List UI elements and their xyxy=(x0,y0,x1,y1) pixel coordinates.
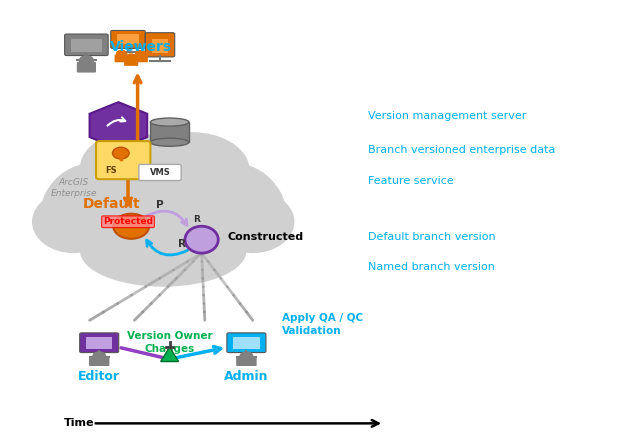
FancyBboxPatch shape xyxy=(71,39,102,52)
FancyBboxPatch shape xyxy=(234,337,260,349)
FancyArrowPatch shape xyxy=(175,347,221,358)
Ellipse shape xyxy=(185,226,218,253)
Ellipse shape xyxy=(166,161,282,246)
Text: Version management server: Version management server xyxy=(368,112,526,121)
Ellipse shape xyxy=(134,132,250,208)
FancyArrowPatch shape xyxy=(147,240,188,255)
Ellipse shape xyxy=(42,170,131,246)
FancyBboxPatch shape xyxy=(124,58,138,66)
Circle shape xyxy=(92,351,106,361)
Text: P: P xyxy=(156,200,164,210)
Ellipse shape xyxy=(80,132,182,204)
FancyBboxPatch shape xyxy=(65,34,108,56)
FancyBboxPatch shape xyxy=(134,55,148,62)
Text: Protected: Protected xyxy=(103,217,153,226)
FancyBboxPatch shape xyxy=(96,141,150,179)
Ellipse shape xyxy=(80,215,246,287)
Text: Default branch version: Default branch version xyxy=(368,233,495,242)
Text: Constructed: Constructed xyxy=(227,233,303,242)
Text: Time: Time xyxy=(64,418,95,428)
Ellipse shape xyxy=(45,161,160,246)
FancyArrowPatch shape xyxy=(121,348,164,358)
Ellipse shape xyxy=(150,118,189,126)
FancyBboxPatch shape xyxy=(111,30,145,48)
Text: Feature service: Feature service xyxy=(368,177,454,186)
Circle shape xyxy=(113,214,149,239)
Text: VMS: VMS xyxy=(150,168,170,177)
FancyArrowPatch shape xyxy=(146,211,187,225)
Text: Branch versioned enterprise data: Branch versioned enterprise data xyxy=(368,145,556,155)
Text: Apply QA / QC
Validation: Apply QA / QC Validation xyxy=(282,313,363,336)
FancyBboxPatch shape xyxy=(89,356,109,366)
Circle shape xyxy=(125,53,137,61)
FancyBboxPatch shape xyxy=(150,122,189,142)
Circle shape xyxy=(116,50,127,58)
Text: Named branch version: Named branch version xyxy=(368,262,495,271)
Ellipse shape xyxy=(67,150,259,267)
FancyBboxPatch shape xyxy=(145,33,175,57)
Text: ArcGIS
Enterprise: ArcGIS Enterprise xyxy=(51,178,97,198)
Text: Editor: Editor xyxy=(78,370,120,383)
Ellipse shape xyxy=(150,138,189,146)
Text: Admin: Admin xyxy=(224,370,269,383)
FancyBboxPatch shape xyxy=(117,34,139,44)
FancyBboxPatch shape xyxy=(86,337,113,349)
Circle shape xyxy=(113,147,129,159)
Text: R: R xyxy=(179,239,186,249)
Text: R: R xyxy=(193,215,200,224)
FancyBboxPatch shape xyxy=(227,333,266,353)
Ellipse shape xyxy=(211,190,294,253)
Polygon shape xyxy=(161,347,179,362)
FancyArrowPatch shape xyxy=(108,117,125,126)
FancyBboxPatch shape xyxy=(77,62,96,73)
Ellipse shape xyxy=(32,190,115,253)
Text: FS: FS xyxy=(106,166,117,175)
Ellipse shape xyxy=(195,170,285,246)
FancyBboxPatch shape xyxy=(115,55,129,62)
FancyBboxPatch shape xyxy=(152,39,168,53)
Circle shape xyxy=(79,55,94,66)
FancyBboxPatch shape xyxy=(80,333,119,353)
Circle shape xyxy=(135,50,147,58)
Text: Default: Default xyxy=(83,197,141,211)
Text: Version Owner
Changes: Version Owner Changes xyxy=(127,331,212,354)
Circle shape xyxy=(239,351,253,361)
FancyBboxPatch shape xyxy=(236,356,257,366)
FancyBboxPatch shape xyxy=(139,164,181,181)
Text: Viewers: Viewers xyxy=(109,40,172,54)
Polygon shape xyxy=(90,102,147,149)
